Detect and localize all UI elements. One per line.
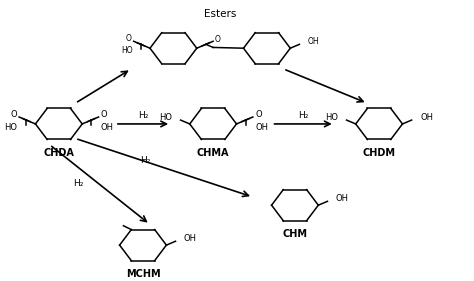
Text: HO: HO <box>325 113 338 122</box>
Text: CHDA: CHDA <box>44 148 74 158</box>
Text: CHMA: CHMA <box>197 148 229 158</box>
Text: Esters: Esters <box>204 9 237 19</box>
Text: MCHM: MCHM <box>126 269 160 279</box>
Text: OH: OH <box>420 113 433 122</box>
Text: CHM: CHM <box>283 229 308 239</box>
Text: HO: HO <box>159 113 172 122</box>
Text: H₂: H₂ <box>140 155 151 164</box>
Text: O: O <box>101 110 108 119</box>
Text: O: O <box>215 35 221 44</box>
Text: O: O <box>10 110 17 119</box>
Text: OH: OH <box>255 123 268 132</box>
Text: O: O <box>126 34 132 43</box>
Text: H₂: H₂ <box>298 111 308 120</box>
Text: HO: HO <box>121 46 132 55</box>
Text: CHDM: CHDM <box>363 148 396 158</box>
Text: OH: OH <box>100 123 114 132</box>
Text: OH: OH <box>308 37 319 46</box>
Text: O: O <box>255 110 262 119</box>
Text: H₂: H₂ <box>138 111 148 120</box>
Text: OH: OH <box>184 234 197 243</box>
Text: H₂: H₂ <box>73 179 84 188</box>
Text: OH: OH <box>336 194 349 203</box>
Text: HO: HO <box>4 123 17 132</box>
